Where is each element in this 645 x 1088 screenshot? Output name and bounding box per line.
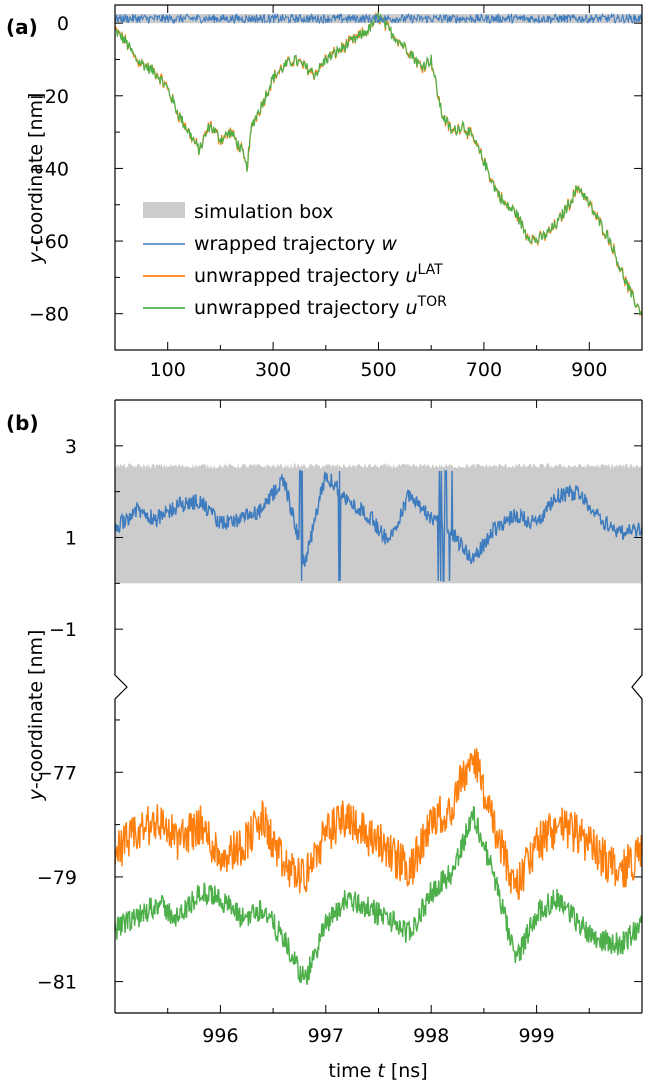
legend: simulation box wrapped trajectory w unwr… [143,201,447,319]
simulation-box-band-b [115,463,642,584]
panel-b-ticks [115,400,642,1013]
series-w-b [114,470,643,582]
legend-label-tor: unwrapped trajectory uTOR [194,294,447,319]
panel-a-y-axis-label: y-coordinate [nm] [25,93,47,265]
y-tick-label-b-upper-3: 3 [65,436,77,458]
legend-label-lat: unwrapped trajectory uLAT [194,262,443,287]
y-tick-label-a-0: 0 [57,13,69,35]
panel-b-tag: (b) [6,411,39,435]
y-tick-label-b-lower--79: −79 [37,867,77,889]
panel-b-x-axis-label: time t [ns] [328,1060,427,1082]
legend-label-w: wrapped trajectory w [194,233,397,255]
x-tick-label-b-997: 997 [308,1025,344,1047]
y-tick-label-b-lower--77: −77 [37,762,77,784]
x-tick-label-a-700: 700 [466,359,502,381]
y-tick-label-a--40: −40 [29,158,69,180]
panel-a-x-tick-labels: 100 300 500 700 900 [150,359,608,381]
simulation-box-area-b [115,463,642,584]
x-tick-label-a-500: 500 [360,359,396,381]
panel-a-ticks [115,5,642,350]
series-tor-a [114,11,643,315]
legend-label-box: simulation box [194,201,333,223]
x-tick-label-a-100: 100 [150,359,186,381]
panel-b-y-axis-label: y-coordinate [nm] [25,630,47,802]
panel-b: (b) 3 1 −1 −77 −79 −81 996 997 998 999 y-coordin… [6,399,643,1082]
x-tick-label-b-998: 998 [413,1025,449,1047]
panel-a-frame [114,4,643,351]
panel-b-frame [114,399,643,1014]
y-tick-label-b-upper-1: 1 [65,528,77,550]
y-tick-label-a--60: −60 [29,231,69,253]
y-tick-label-a--20: −20 [29,86,69,108]
y-tick-label-b-upper--1: −1 [49,619,77,641]
series-tor-b [114,805,643,985]
panel-b-y-tick-labels: 3 1 −1 −77 −79 −81 [37,436,77,994]
panel-b-series [114,470,643,985]
y-tick-label-b-lower--81: −81 [37,972,77,994]
x-tick-label-b-996: 996 [202,1025,238,1047]
panel-a: (a) 0 −20 −40 −60 −80 100 300 500 700 900 y-coor… [6,4,643,381]
x-tick-label-a-300: 300 [255,359,291,381]
panel-b-x-tick-labels: 996 997 998 999 [202,1025,554,1047]
y-tick-label-a--80: −80 [29,304,69,326]
series-lat-b [114,748,643,901]
panel-a-y-tick-labels: 0 −20 −40 −60 −80 [29,13,69,326]
panel-a-series [114,11,643,317]
legend-swatch-box [143,202,185,218]
x-tick-label-b-999: 999 [518,1025,554,1047]
x-tick-label-a-900: 900 [571,359,607,381]
panel-a-tag: (a) [6,15,38,39]
series-w-a [114,12,643,25]
